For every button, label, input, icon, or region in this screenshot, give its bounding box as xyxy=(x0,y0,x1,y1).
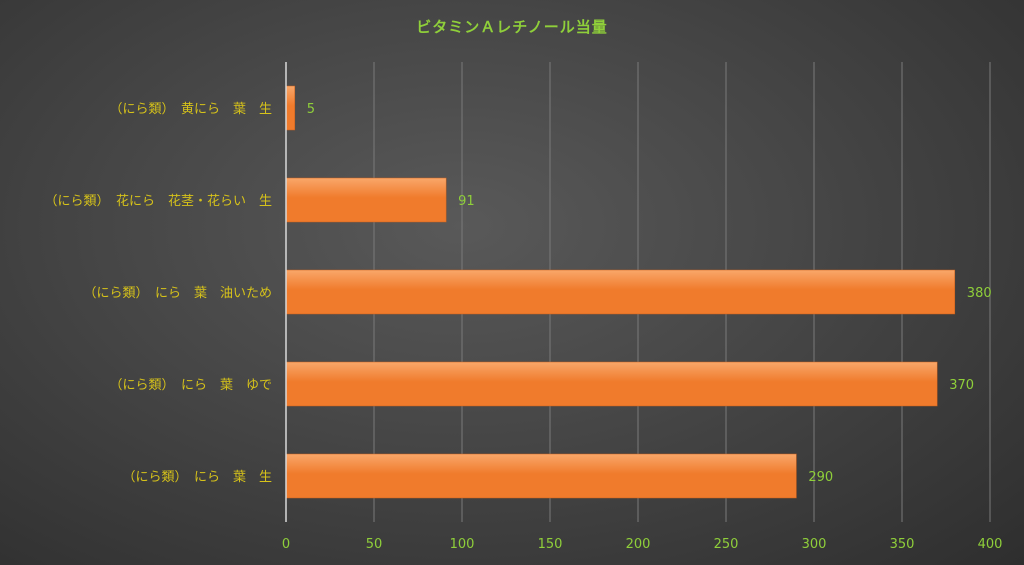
category-label: （にら類） にら 葉 ゆで xyxy=(109,378,272,393)
x-tick-label: 200 xyxy=(626,537,651,552)
x-tick-label: 100 xyxy=(450,537,475,552)
chart-title: ビタミンＡレチノール当量 xyxy=(416,18,608,36)
value-label: 91 xyxy=(458,194,475,209)
category-label: （にら類） 花にら 花茎・花らい 生 xyxy=(44,193,272,209)
category-label: （にら類） 黄にら 葉 生 xyxy=(109,102,272,117)
x-tick-label: 400 xyxy=(978,537,1003,552)
category-label: （にら類） にら 葉 生 xyxy=(122,470,272,485)
x-tick-label: 0 xyxy=(282,537,290,552)
x-tick-label: 150 xyxy=(538,537,563,552)
category-label: （にら類） にら 葉 油いため xyxy=(83,286,272,301)
bar xyxy=(285,361,938,407)
x-tick-label: 350 xyxy=(890,537,915,552)
x-tick-label: 300 xyxy=(802,537,827,552)
value-label: 380 xyxy=(967,286,992,301)
bar xyxy=(285,177,447,223)
x-tick-label: 50 xyxy=(366,537,383,552)
value-label: 5 xyxy=(307,102,315,117)
value-label: 290 xyxy=(808,470,833,485)
bar xyxy=(285,453,797,499)
value-label: 370 xyxy=(949,378,974,393)
x-tick-label: 250 xyxy=(714,537,739,552)
bar xyxy=(285,85,296,131)
bar xyxy=(285,269,956,315)
